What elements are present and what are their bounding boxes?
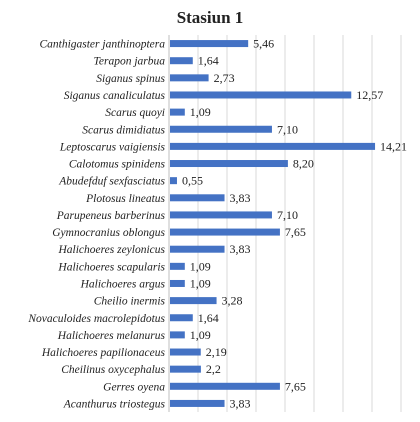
value-labels: 5,46 1,64 2,73 12,57 1,09 7,10 14,21 8,20 0,55 3,… bbox=[182, 37, 407, 411]
bar bbox=[170, 57, 193, 65]
bar bbox=[170, 74, 209, 82]
data-label: 7,65 bbox=[285, 225, 306, 239]
category-label: Acanthurus triostegus bbox=[63, 398, 166, 410]
data-label: 2,19 bbox=[206, 345, 227, 359]
data-label: 3,83 bbox=[230, 242, 251, 256]
bar bbox=[170, 245, 225, 253]
category-labels: Canthigaster janthinoptera Terapon jarbua… bbox=[27, 39, 165, 411]
bar bbox=[170, 314, 193, 322]
data-label: 12,57 bbox=[356, 88, 383, 102]
category-label: Gymnocranius oblongus bbox=[52, 227, 165, 239]
category-label: Halichoeres zeylonicus bbox=[57, 244, 165, 256]
bar bbox=[170, 297, 217, 305]
bar bbox=[170, 91, 352, 99]
category-label: Halichoeres melanurus bbox=[57, 330, 166, 342]
bar bbox=[170, 211, 272, 219]
chart-title: Stasiun 1 bbox=[177, 8, 244, 27]
bar bbox=[170, 125, 272, 133]
bar bbox=[170, 365, 201, 373]
category-label: Abudefduf sexfasciatus bbox=[58, 176, 165, 188]
data-label: 0,55 bbox=[182, 174, 203, 188]
data-label: 8,20 bbox=[293, 157, 314, 171]
bar bbox=[170, 177, 177, 185]
category-label: Scarus quoyi bbox=[105, 107, 165, 119]
data-label: 1,09 bbox=[190, 105, 211, 119]
data-label: 3,83 bbox=[230, 396, 251, 410]
data-label: 7,10 bbox=[277, 208, 298, 222]
data-label: 3,83 bbox=[230, 191, 251, 205]
bar bbox=[170, 348, 201, 356]
data-label: 7,65 bbox=[285, 379, 306, 393]
bar bbox=[170, 331, 185, 339]
data-label: 1,09 bbox=[190, 259, 211, 273]
bar bbox=[170, 160, 288, 168]
category-label: Cheilinus oxycephalus bbox=[61, 364, 165, 376]
data-label: 5,46 bbox=[253, 37, 274, 51]
data-label: 3,28 bbox=[222, 294, 243, 308]
data-label: 2,73 bbox=[214, 71, 235, 85]
bar bbox=[170, 40, 249, 48]
data-label: 1,64 bbox=[198, 54, 219, 68]
category-label: Novaculoides macrolepidotus bbox=[27, 313, 165, 325]
category-label: Canthigaster janthinoptera bbox=[39, 39, 165, 51]
bar bbox=[170, 382, 280, 390]
category-label: Scarus dimidiatus bbox=[82, 124, 165, 136]
bar bbox=[170, 228, 280, 236]
category-label: Parupeneus barberinus bbox=[56, 210, 166, 222]
category-label: Halichoeres papilionaceus bbox=[41, 347, 166, 359]
data-label: 2,2 bbox=[206, 362, 221, 376]
data-label: 1,09 bbox=[190, 328, 211, 342]
bar bbox=[170, 279, 185, 287]
data-label: 1,09 bbox=[190, 276, 211, 290]
data-label: 14,21 bbox=[380, 139, 407, 153]
data-label: 1,64 bbox=[198, 311, 219, 325]
category-label: Siganus spinus bbox=[96, 73, 165, 85]
category-label: Leptoscarus vaigiensis bbox=[59, 141, 166, 153]
category-label: Gerres oyena bbox=[103, 381, 165, 393]
bar bbox=[170, 194, 225, 202]
category-label: Halichoeres scapularis bbox=[57, 261, 165, 273]
bars bbox=[170, 40, 376, 407]
category-label: Cheilio inermis bbox=[94, 296, 166, 308]
bar bbox=[170, 142, 376, 150]
bar bbox=[170, 108, 185, 116]
category-label: Siganus canaliculatus bbox=[64, 90, 166, 102]
bar bbox=[170, 399, 225, 407]
category-label: Halichoeres argus bbox=[80, 278, 166, 290]
bar bbox=[170, 262, 185, 270]
data-label: 7,10 bbox=[277, 122, 298, 136]
category-label: Terapon jarbua bbox=[94, 56, 166, 68]
category-label: Calotomus spinidens bbox=[69, 159, 166, 171]
category-label: Plotosus lineatus bbox=[85, 193, 165, 205]
